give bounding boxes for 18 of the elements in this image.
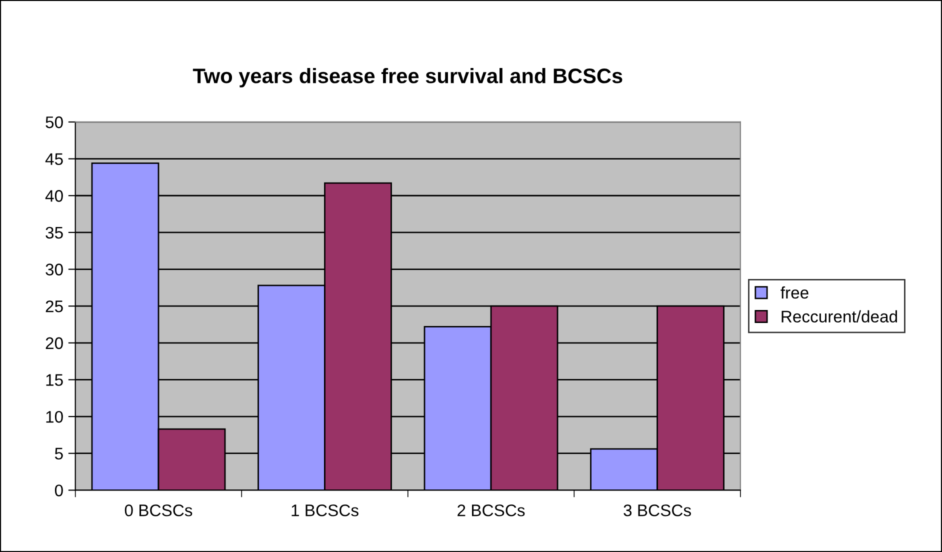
y-tick-label: 30 bbox=[46, 264, 63, 276]
y-tick-label: 15 bbox=[46, 374, 63, 386]
y-tick-label: 10 bbox=[46, 410, 63, 423]
x-tick-label: 1 BCSCs bbox=[292, 504, 358, 516]
y-tick-label: 50 bbox=[46, 116, 63, 128]
y-tick-label: 40 bbox=[45, 190, 63, 202]
legend-label: Reccurent/dead bbox=[782, 310, 897, 322]
y-tick-label: 5 bbox=[54, 448, 63, 460]
y-tick-label: 45 bbox=[45, 153, 63, 166]
x-tick-label: 2 BCSCs bbox=[458, 504, 525, 516]
chart-title: Two years disease free survival and BCSCs bbox=[192, 68, 622, 88]
y-tick-label: 0 bbox=[54, 484, 63, 496]
y-tick-label: 20 bbox=[46, 337, 63, 350]
x-tick-label: 3 BCSCs bbox=[624, 504, 691, 516]
x-tick-label: 0 BCSCs bbox=[124, 504, 192, 516]
legend-label: free bbox=[780, 286, 808, 299]
y-tick-label: 25 bbox=[46, 300, 63, 312]
y-tick-label: 35 bbox=[46, 226, 63, 239]
